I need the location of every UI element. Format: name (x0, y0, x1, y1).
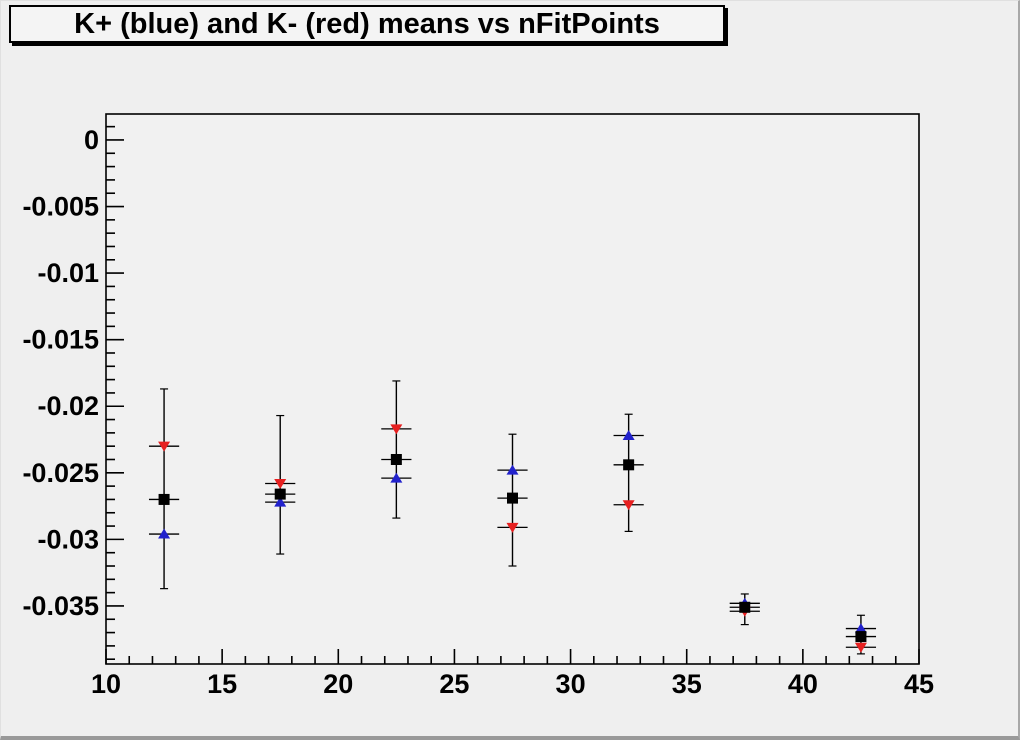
x-tick-label: 10 (91, 669, 121, 699)
marker-k-minus-triangle-down (854, 642, 867, 653)
x-tick-label: 20 (323, 669, 353, 699)
marker-mean-square (739, 601, 751, 613)
marker-k-plus-triangle-up (506, 464, 519, 475)
y-tick-label: -0.02 (37, 391, 99, 421)
title-box: K+ (blue) and K- (red) means vs nFitPoin… (9, 5, 725, 43)
marker-mean-square (390, 453, 402, 465)
x-tick-label: 15 (207, 669, 237, 699)
marker-k-plus-triangle-up (274, 496, 287, 507)
marker-k-plus-triangle-up (854, 623, 867, 634)
marker-k-minus-triangle-down (506, 522, 519, 533)
chart-title: K+ (blue) and K- (red) means vs nFitPoin… (74, 7, 660, 40)
marker-k-minus-triangle-down (158, 441, 171, 452)
marker-mean-square (855, 631, 867, 643)
marker-k-minus-triangle-down (622, 500, 635, 511)
y-tick-label: -0.025 (22, 458, 99, 488)
x-tick-label: 35 (672, 669, 702, 699)
y-tick-label: -0.03 (37, 524, 99, 554)
y-tick-label: 0 (84, 125, 99, 155)
marker-mean-square (274, 488, 286, 500)
x-tick-label: 45 (904, 669, 934, 699)
y-tick-label: -0.01 (37, 258, 99, 288)
marker-k-plus-triangle-up (158, 528, 171, 539)
marker-mean-square (623, 459, 635, 471)
marker-k-plus-triangle-up (622, 430, 635, 441)
x-tick-label: 30 (556, 669, 586, 699)
y-tick-label: -0.015 (22, 325, 99, 355)
marker-mean-square (158, 493, 170, 505)
y-tick-label: -0.035 (22, 591, 99, 621)
marker-mean-square (507, 492, 518, 504)
marker-k-plus-triangle-up (390, 472, 403, 483)
plot-frame (105, 113, 920, 665)
marker-k-minus-triangle-down (390, 424, 403, 435)
x-tick-label: 25 (439, 669, 469, 699)
x-tick-label: 40 (788, 669, 818, 699)
marker-k-minus-triangle-down (274, 478, 287, 489)
y-tick-label: -0.005 (22, 192, 99, 222)
